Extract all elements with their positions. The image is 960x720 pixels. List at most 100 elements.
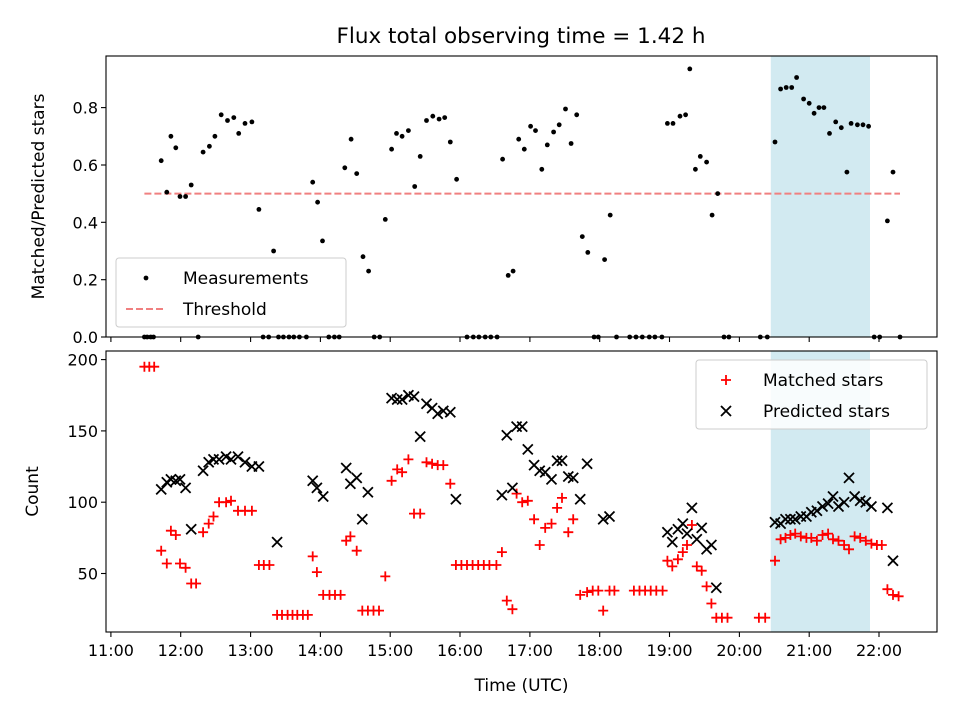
measurement-point bbox=[447, 139, 453, 145]
measurement-point bbox=[821, 105, 827, 110]
measurement-point bbox=[801, 96, 806, 102]
matched-star-point bbox=[866, 538, 877, 549]
matched-star-point bbox=[682, 540, 692, 550]
measurement-point bbox=[366, 268, 371, 274]
x-tick-label: 16:00 bbox=[437, 641, 483, 660]
matched-star-point bbox=[662, 555, 673, 566]
matched-star-point bbox=[203, 518, 214, 529]
legend-label: Threshold bbox=[182, 300, 267, 320]
matched-star-point bbox=[307, 551, 318, 562]
measurement-point bbox=[249, 119, 255, 125]
measurement-point bbox=[183, 194, 189, 199]
predicted-star-point bbox=[832, 500, 845, 513]
measurement-point bbox=[354, 171, 360, 177]
measurement-point bbox=[256, 207, 262, 212]
matched-star-point bbox=[888, 589, 898, 600]
matched-star-point bbox=[149, 361, 160, 372]
predicted-star-point bbox=[848, 490, 861, 503]
matched-star-point bbox=[860, 535, 871, 546]
measurement-point bbox=[772, 139, 778, 145]
top-marks bbox=[142, 66, 903, 340]
measurement-point bbox=[806, 100, 812, 106]
predicted-star-point bbox=[225, 453, 237, 466]
bottom-panel: 50 100 150 200 11:00 12:00 13:00 14:00 15:00 16:… bbox=[23, 350, 938, 696]
measurement-point bbox=[677, 113, 683, 119]
measurement-point bbox=[890, 169, 896, 175]
predicted-star-point bbox=[340, 462, 352, 474]
predicted-star-point bbox=[444, 406, 456, 418]
predicted-star-point bbox=[784, 513, 797, 525]
predicted-star-point bbox=[155, 483, 167, 496]
predicted-star-point bbox=[317, 490, 329, 503]
measurement-point bbox=[855, 122, 860, 128]
y-tick-label: 0.0 bbox=[73, 328, 98, 347]
measurement-point bbox=[563, 106, 568, 112]
matched-star-point bbox=[191, 578, 202, 589]
matched-star-point bbox=[686, 520, 697, 530]
predicted-star-point bbox=[232, 450, 244, 463]
matched-star-point bbox=[170, 530, 181, 540]
measurement-point bbox=[500, 156, 505, 162]
measurement-point bbox=[430, 113, 436, 119]
y-tick-label: 100 bbox=[67, 493, 98, 512]
measurement-point bbox=[168, 133, 174, 139]
predicted-star-point bbox=[574, 493, 586, 505]
measurement-point bbox=[778, 86, 783, 92]
measurement-point bbox=[348, 136, 354, 142]
predicted-star-point bbox=[843, 472, 855, 484]
measurement-point bbox=[683, 112, 688, 118]
predicted-star-point bbox=[822, 497, 834, 510]
predicted-star-point bbox=[450, 493, 462, 505]
y-tick-label: 150 bbox=[67, 422, 98, 441]
matched-star-point bbox=[403, 454, 414, 465]
matched-star-point bbox=[563, 527, 574, 538]
matched-star-point bbox=[421, 457, 432, 468]
predicted-star-point bbox=[567, 472, 579, 484]
measurement-point bbox=[342, 165, 348, 171]
legend-label: Measurements bbox=[183, 269, 309, 289]
predicted-star-point bbox=[351, 472, 363, 484]
measurement-point bbox=[320, 238, 325, 244]
matched-star-point bbox=[701, 581, 712, 592]
predicted-star-point bbox=[597, 513, 609, 525]
measurement-point bbox=[794, 75, 799, 80]
predicted-star-point bbox=[677, 517, 689, 530]
matched-star-point bbox=[529, 514, 540, 525]
matched-star-point bbox=[246, 505, 257, 516]
matched-star-point bbox=[833, 535, 844, 546]
measurement-point bbox=[173, 145, 179, 151]
matched-star-point bbox=[722, 612, 733, 623]
matched-star-point bbox=[823, 528, 834, 539]
matched-star-point bbox=[511, 488, 522, 499]
matched-star-point bbox=[264, 560, 275, 570]
top-y-axis-ticks: 0.0 0.2 0.4 0.6 0.8 bbox=[73, 99, 106, 347]
measurement-point bbox=[528, 123, 533, 129]
measurement-point bbox=[424, 118, 429, 123]
matched-star-point bbox=[844, 544, 854, 555]
matched-star-point bbox=[575, 589, 586, 600]
measurement-point bbox=[158, 158, 164, 164]
matched-star-point bbox=[593, 585, 604, 596]
predicted-star-point bbox=[827, 490, 839, 503]
predicted-star-point bbox=[522, 443, 534, 456]
predicted-star-point bbox=[501, 429, 513, 441]
matched-star-point bbox=[438, 460, 449, 471]
matched-star-point bbox=[568, 514, 579, 525]
legend-box bbox=[695, 359, 928, 430]
measurement-point bbox=[454, 176, 459, 182]
measurement-point bbox=[607, 212, 613, 218]
measurement-point bbox=[697, 154, 703, 159]
matched-star-point bbox=[849, 531, 860, 542]
predicted-star-point bbox=[432, 408, 444, 420]
bottom-legend: Matched stars Predicted stars bbox=[695, 359, 928, 430]
top-panel: 0.00.20.40.60.8 Matched/Predicted stars … bbox=[29, 55, 938, 347]
predicted-star-point bbox=[197, 465, 209, 477]
y-tick-label: 0.4 bbox=[73, 213, 98, 232]
x-tick-label: 12:00 bbox=[158, 641, 204, 660]
predicted-star-point bbox=[666, 536, 678, 548]
predicted-star-point bbox=[253, 460, 265, 473]
matched-star-point bbox=[386, 475, 397, 486]
matched-star-point bbox=[893, 591, 904, 602]
predicted-star-point bbox=[311, 482, 323, 494]
